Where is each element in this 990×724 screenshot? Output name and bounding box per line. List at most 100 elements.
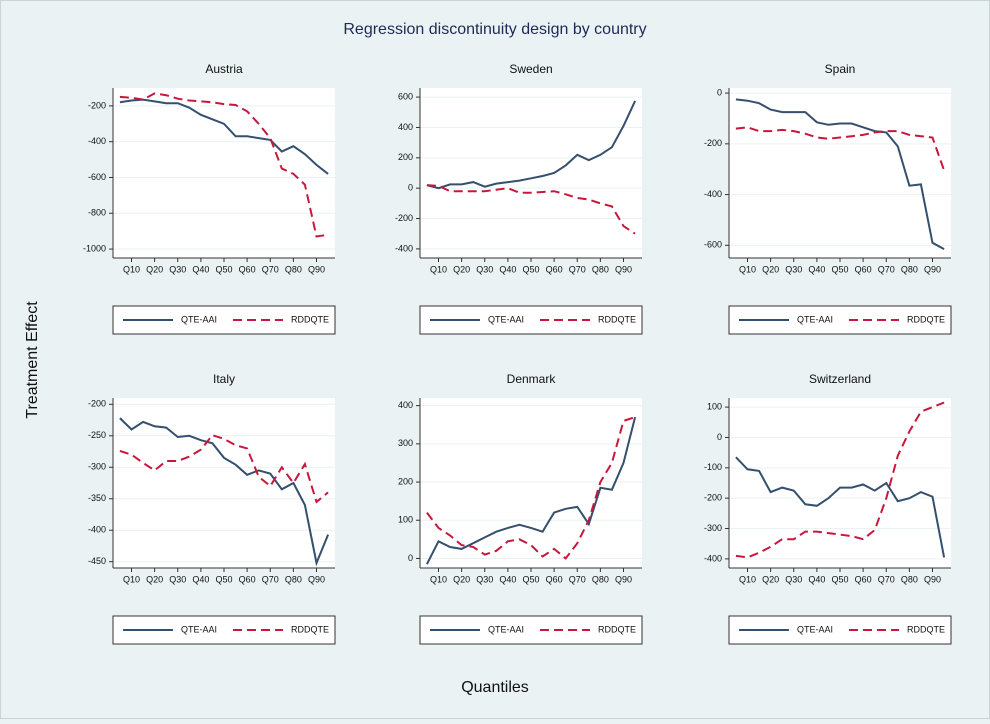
- y-tick-label: 0: [717, 87, 722, 97]
- y-tick-label: -200: [88, 100, 106, 110]
- legend-label: QTE-AAI: [488, 624, 524, 634]
- y-tick-label: 200: [398, 476, 413, 486]
- legend-label: RDDQTE: [598, 314, 636, 324]
- panel-title: Italy: [213, 372, 235, 386]
- x-tick-label: Q20: [146, 574, 163, 584]
- series-line: [426, 416, 637, 565]
- y-tick-label: 400: [398, 400, 413, 410]
- x-tick-label: Q30: [785, 264, 802, 274]
- x-tick-label: Q20: [453, 264, 470, 274]
- y-tick-label: -300: [704, 523, 722, 533]
- x-tick-label: Q10: [739, 574, 756, 584]
- y-tick-label: -100: [704, 462, 722, 472]
- x-tick-label: Q50: [522, 264, 539, 274]
- y-tick-label: 300: [398, 438, 413, 448]
- y-tick-label: -600: [88, 172, 106, 182]
- x-tick-label: Q80: [901, 574, 918, 584]
- legend-label: RDDQTE: [291, 624, 329, 634]
- y-tick-label: -400: [704, 189, 722, 199]
- legend-label: QTE-AAI: [797, 624, 833, 634]
- y-tick-label: -450: [88, 556, 106, 566]
- x-tick-label: Q80: [592, 264, 609, 274]
- series-line: [735, 126, 946, 171]
- series-line: [119, 92, 329, 238]
- y-tick-label: -200: [395, 213, 413, 223]
- y-tick-label: -250: [88, 430, 106, 440]
- x-tick-label: Q70: [569, 264, 586, 274]
- series-line: [735, 401, 945, 559]
- x-tick-label: Q80: [285, 264, 302, 274]
- y-tick-label: -200: [704, 493, 722, 503]
- y-tick-label: -200: [88, 399, 106, 409]
- legend-label: RDDQTE: [291, 314, 329, 324]
- y-tick-label: 0: [408, 553, 413, 563]
- x-tick-label: Q30: [785, 574, 802, 584]
- series-line: [119, 417, 330, 567]
- x-tick-label: Q40: [499, 264, 516, 274]
- legend-label: RDDQTE: [907, 624, 945, 634]
- x-tick-label: Q60: [855, 574, 872, 584]
- y-tick-label: 100: [398, 515, 413, 525]
- x-tick-label: Q70: [878, 264, 895, 274]
- series-line: [735, 456, 946, 558]
- x-tick-label: Q20: [453, 574, 470, 584]
- y-tick-label: -200: [704, 138, 722, 148]
- x-tick-label: Q40: [808, 264, 825, 274]
- x-tick-label: Q60: [546, 574, 563, 584]
- x-tick-label: Q10: [739, 264, 756, 274]
- x-tick-label: Q80: [901, 264, 918, 274]
- x-tick-label: Q50: [215, 574, 232, 584]
- x-tick-label: Q70: [262, 264, 279, 274]
- x-tick-label: Q30: [169, 574, 186, 584]
- y-tick-label: -400: [395, 243, 413, 253]
- legend-label: QTE-AAI: [181, 624, 217, 634]
- x-tick-label: Q10: [123, 264, 140, 274]
- y-tick-label: -400: [88, 525, 106, 535]
- plot-area: [729, 88, 951, 258]
- x-tick-label: Q70: [878, 574, 895, 584]
- y-tick-label: -400: [704, 553, 722, 563]
- x-tick-label: Q20: [762, 264, 779, 274]
- panel-title: Switzerland: [809, 372, 871, 386]
- y-tick-label: 0: [408, 183, 413, 193]
- plot-area: [113, 398, 335, 568]
- plot-area: [113, 88, 335, 258]
- y-tick-label: -1000: [83, 243, 106, 253]
- panel-title: Denmark: [507, 372, 557, 386]
- x-tick-label: Q40: [808, 574, 825, 584]
- x-tick-label: Q30: [476, 574, 493, 584]
- y-tick-label: 200: [398, 152, 413, 162]
- y-tick-label: 400: [398, 122, 413, 132]
- x-tick-label: Q70: [262, 574, 279, 584]
- plot-area: [420, 398, 642, 568]
- x-tick-label: Q80: [592, 574, 609, 584]
- panel-title: Spain: [825, 62, 856, 76]
- x-tick-label: Q60: [239, 264, 256, 274]
- x-tick-label: Q50: [215, 264, 232, 274]
- series-line: [426, 184, 636, 235]
- x-tick-label: Q80: [285, 574, 302, 584]
- series-line: [426, 416, 636, 560]
- legend-label: RDDQTE: [907, 314, 945, 324]
- x-tick-label: Q30: [476, 264, 493, 274]
- x-tick-label: Q50: [831, 574, 848, 584]
- y-tick-label: -800: [88, 208, 106, 218]
- legend-label: QTE-AAI: [488, 314, 524, 324]
- x-tick-label: Q60: [239, 574, 256, 584]
- legend-label: RDDQTE: [598, 624, 636, 634]
- x-tick-label: Q70: [569, 574, 586, 584]
- y-tick-label: -600: [704, 240, 722, 250]
- y-tick-label: 0: [717, 432, 722, 442]
- y-tick-label: -400: [88, 136, 106, 146]
- panel-title: Sweden: [509, 62, 552, 76]
- series-line: [735, 98, 945, 250]
- y-tick-label: -300: [88, 462, 106, 472]
- x-axis-title: Quantiles: [461, 679, 529, 696]
- x-tick-label: Q20: [146, 264, 163, 274]
- x-tick-label: Q90: [924, 264, 941, 274]
- figure-title: Regression discontinuity design by count…: [343, 21, 646, 38]
- x-tick-label: Q10: [430, 574, 447, 584]
- x-tick-label: Q90: [924, 574, 941, 584]
- y-axis-title: Treatment Effect: [24, 301, 41, 419]
